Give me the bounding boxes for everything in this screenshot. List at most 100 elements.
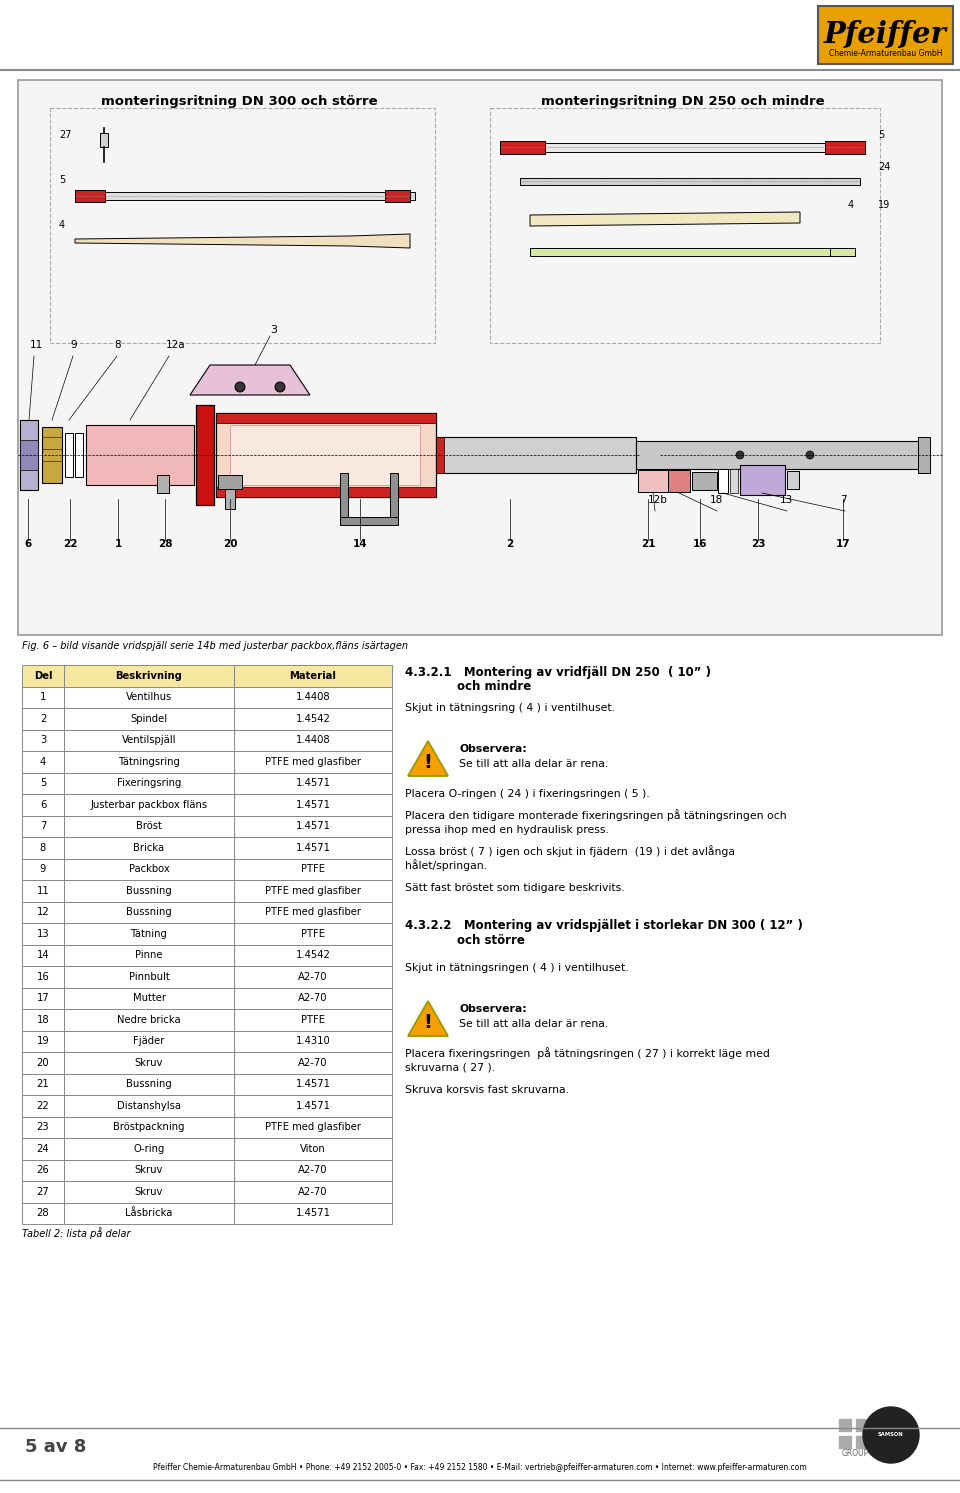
Text: 17: 17 (836, 539, 851, 549)
Bar (234, 966, 392, 987)
Text: Bussning: Bussning (126, 908, 172, 917)
Bar (234, 1117, 392, 1138)
Bar (64, 838, 234, 858)
Text: 19: 19 (36, 1036, 49, 1047)
Text: Observera:: Observera: (459, 1003, 527, 1014)
Text: Spindel: Spindel (131, 714, 168, 724)
Text: Skruv: Skruv (134, 1057, 163, 1067)
Text: 14: 14 (36, 950, 49, 960)
Text: 1.4542: 1.4542 (296, 950, 330, 960)
Text: 22: 22 (62, 539, 77, 549)
Text: monteringsritning DN 250 och mindre: monteringsritning DN 250 och mindre (541, 96, 825, 109)
Text: 1.4571: 1.4571 (296, 842, 330, 853)
Polygon shape (75, 234, 410, 248)
Text: 20: 20 (223, 539, 237, 549)
Text: Placera den tidigare monterade fixeringsringen på tätningsringen och: Placera den tidigare monterade fixerings… (405, 809, 786, 821)
Bar (234, 858, 392, 879)
Text: Fig. 6 – bild visande vridspjäll serie 14b med justerbar packbox,fläns isärtagen: Fig. 6 – bild visande vridspjäll serie 1… (22, 640, 408, 651)
Bar (787, 470, 799, 490)
Text: Pinnbult: Pinnbult (129, 972, 169, 982)
Text: A2-70: A2-70 (299, 1187, 327, 1197)
Text: A2-70: A2-70 (299, 1165, 327, 1175)
Bar (436, 437, 444, 473)
Bar (825, 140, 865, 154)
Bar (64, 858, 234, 879)
Bar (234, 1181, 392, 1202)
Text: Beskrivning: Beskrivning (115, 670, 182, 681)
Bar (18, 81, 942, 635)
Bar (64, 687, 234, 708)
Bar (20, 440, 38, 470)
Text: 1.4310: 1.4310 (296, 1036, 330, 1047)
Bar (740, 464, 785, 496)
Text: 11: 11 (30, 340, 43, 349)
Bar (520, 178, 860, 185)
Text: 18: 18 (36, 1015, 49, 1024)
Bar (218, 475, 242, 490)
Bar (100, 133, 108, 146)
Text: Bussning: Bussning (126, 885, 172, 896)
Bar (234, 879, 392, 902)
Bar (22, 772, 64, 794)
Text: 14: 14 (352, 539, 368, 549)
Text: PTFE: PTFE (301, 864, 325, 875)
Bar (42, 427, 62, 484)
Bar (234, 838, 392, 858)
Text: Skjut in tätningsring ( 4 ) i ventilhuset.: Skjut in tätningsring ( 4 ) i ventilhuse… (405, 703, 615, 714)
Bar (22, 664, 64, 687)
Bar (75, 190, 105, 202)
Polygon shape (190, 364, 310, 396)
Text: 12a: 12a (166, 340, 185, 349)
Text: Justerbar packbox fläns: Justerbar packbox fläns (90, 800, 207, 809)
Bar (22, 794, 64, 815)
Bar (22, 966, 64, 987)
Circle shape (863, 1406, 919, 1463)
Bar (340, 517, 398, 526)
Bar (64, 1009, 234, 1030)
Text: 1.4571: 1.4571 (296, 1208, 330, 1218)
Text: 24: 24 (36, 1144, 49, 1154)
Bar (638, 470, 668, 493)
Circle shape (275, 382, 285, 393)
Text: och mindre: och mindre (457, 679, 531, 693)
Text: PTFE: PTFE (301, 1015, 325, 1024)
Bar (22, 1202, 64, 1224)
Bar (64, 751, 234, 772)
Text: 8: 8 (40, 842, 46, 853)
Bar (64, 1053, 234, 1073)
Bar (64, 815, 234, 838)
Text: 27: 27 (59, 130, 71, 140)
Text: 1.4571: 1.4571 (296, 1100, 330, 1111)
Bar (730, 469, 738, 493)
Text: 28: 28 (36, 1208, 49, 1218)
Bar (234, 687, 392, 708)
Bar (22, 687, 64, 708)
Bar (918, 437, 930, 473)
Text: 4.3.2.2   Montering av vridspjället i storlekar DN 300 ( 12” ): 4.3.2.2 Montering av vridspjället i stor… (405, 920, 803, 932)
Text: Fixeringsring: Fixeringsring (117, 778, 181, 788)
Bar (64, 794, 234, 815)
Text: PTFE med glasfiber: PTFE med glasfiber (265, 1123, 361, 1132)
Text: Bussning: Bussning (126, 1079, 172, 1090)
Text: Tätning: Tätning (131, 929, 167, 939)
Bar (234, 923, 392, 945)
Bar (22, 1181, 64, 1202)
Text: PTFE med glasfiber: PTFE med glasfiber (265, 757, 361, 767)
Polygon shape (408, 741, 448, 776)
Text: 12b: 12b (648, 496, 668, 505)
Bar (636, 440, 921, 469)
Bar (64, 1202, 234, 1224)
Bar (22, 838, 64, 858)
Text: Pfeiffer Chemie-Armaturenbau GmbH • Phone: +49 2152 2005-0 • Fax: +49 2152 1580 : Pfeiffer Chemie-Armaturenbau GmbH • Phon… (154, 1463, 806, 1472)
Text: pressa ihop med en hydraulisk press.: pressa ihop med en hydraulisk press. (405, 826, 609, 835)
Text: 2: 2 (506, 539, 514, 549)
Text: Skruv: Skruv (134, 1187, 163, 1197)
Bar (216, 487, 436, 497)
Bar (22, 858, 64, 879)
Bar (50, 107, 435, 343)
Text: Tätningsring: Tätningsring (118, 757, 180, 767)
Bar (22, 708, 64, 730)
Bar (234, 1138, 392, 1160)
Bar (22, 815, 64, 838)
Bar (22, 1138, 64, 1160)
